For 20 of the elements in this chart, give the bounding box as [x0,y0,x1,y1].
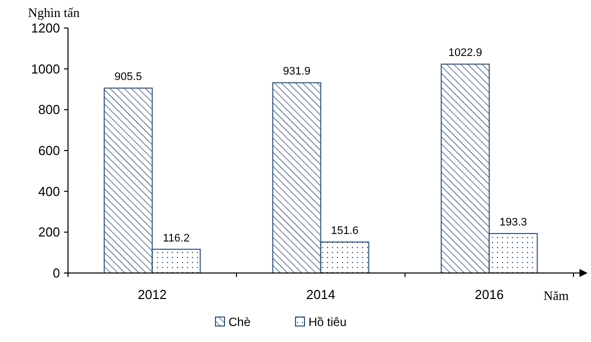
data-label: 151.6 [330,225,359,238]
y-tick-label: 800 [38,102,60,118]
x-tick-label: 2012 [138,287,167,302]
y-tick-label: 1200 [31,20,60,36]
y-tick-label: 600 [38,143,60,158]
data-label: 193.3 [499,216,528,229]
y-tick-label: 0 [52,266,60,281]
data-label: 905.5 [114,71,142,84]
x-tick-label: 2014 [306,287,336,302]
y-tick-label: 1000 [31,61,60,76]
y-tick-label: 200 [38,224,60,240]
y-tick-label: 400 [38,184,60,199]
x-tick-label: 2016 [474,287,504,302]
legend-label: Chè [228,315,251,329]
data-label: 1022.9 [448,47,482,60]
data-label: 116.2 [162,232,190,244]
data-label: 931.9 [282,66,311,78]
x-axis-title: Năm [544,288,569,303]
legend-label: Hồ tiêu [308,315,347,329]
y-axis-title: Nghìn tấn [28,5,80,20]
